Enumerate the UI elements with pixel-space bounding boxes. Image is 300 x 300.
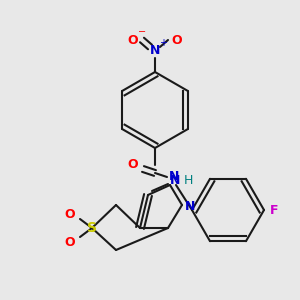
Text: O: O — [128, 34, 138, 46]
Text: S: S — [87, 221, 97, 235]
Text: O: O — [65, 236, 75, 248]
Text: −: − — [138, 27, 146, 37]
Text: N: N — [185, 200, 195, 214]
Text: N: N — [170, 175, 180, 188]
Text: N: N — [150, 44, 160, 56]
Text: O: O — [65, 208, 75, 220]
Text: O: O — [172, 34, 182, 46]
Text: F: F — [270, 203, 278, 217]
Text: O: O — [128, 158, 138, 172]
Text: H: H — [183, 175, 193, 188]
Text: +: + — [159, 38, 167, 48]
Text: N: N — [169, 170, 179, 184]
